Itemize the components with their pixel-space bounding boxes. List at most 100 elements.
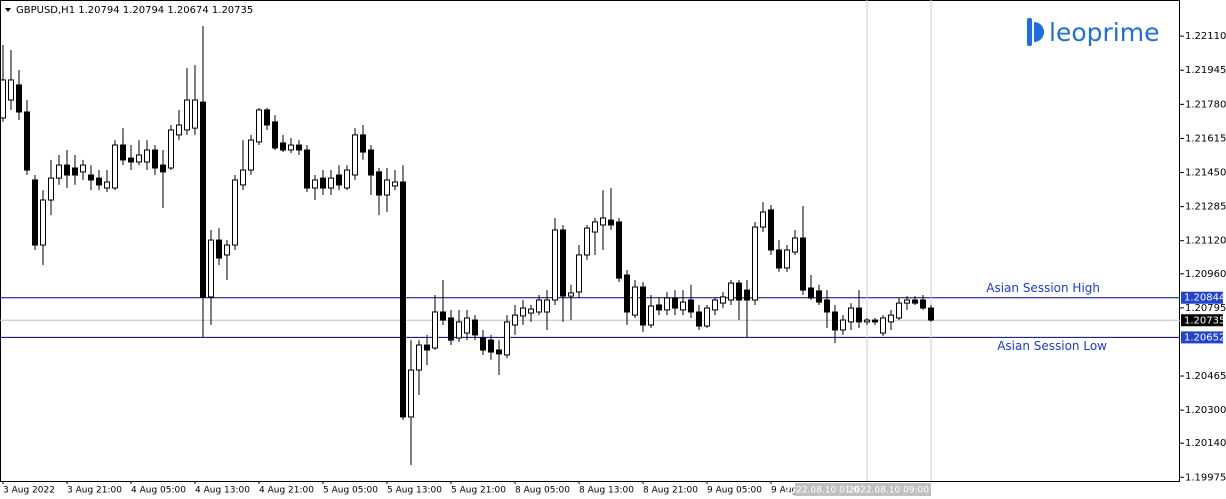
candle-body	[8, 79, 14, 101]
candle-body	[240, 169, 246, 186]
price-tag-label: 1.20652	[1184, 332, 1225, 343]
y-tick-label: 1.21450	[1185, 168, 1226, 179]
candle-body	[352, 134, 358, 176]
candle-body	[784, 249, 790, 269]
candle-body	[464, 317, 470, 334]
candle-body	[72, 167, 78, 176]
logo: leoprime	[1027, 18, 1159, 47]
candle-body	[88, 174, 94, 181]
candle-body	[152, 149, 158, 169]
candle-body	[488, 339, 494, 353]
candle-body	[368, 149, 374, 176]
candle-body	[856, 307, 862, 323]
header: GBPUSD,H1 1.20794 1.20794 1.20674 1.2073…	[16, 5, 253, 16]
candle-body	[576, 254, 582, 293]
candle-body	[688, 299, 694, 313]
candle-body	[504, 321, 510, 356]
candle-body	[512, 314, 518, 326]
candle-body	[728, 282, 734, 301]
candle-body	[16, 84, 22, 113]
candle-body	[48, 177, 54, 201]
candle-body	[880, 317, 886, 334]
candle-body	[136, 154, 142, 163]
candle-body	[448, 317, 454, 341]
candle-body	[736, 282, 742, 301]
x-tick-label: 4 Aug 13:00	[195, 486, 250, 496]
candle-body	[40, 199, 46, 246]
candle-body	[480, 337, 486, 351]
candle-body	[864, 319, 870, 323]
price-tag-label: 1.20844	[1184, 293, 1225, 304]
candle-body	[752, 226, 758, 301]
close-value: 1.20735	[212, 5, 253, 16]
y-tick-label: 1.22110	[1185, 31, 1226, 42]
candle-body	[80, 164, 86, 173]
candle-body	[680, 301, 686, 311]
candle-body	[544, 299, 550, 313]
y-tick-label: 1.20795	[1185, 303, 1226, 314]
candle-body	[928, 307, 934, 321]
candle-body	[624, 274, 630, 313]
x-tick-label: 2022.08.10 09:00	[849, 486, 930, 496]
candle-body	[664, 297, 670, 311]
candle-body	[656, 304, 662, 311]
session-label: Asian Session Low	[997, 339, 1107, 353]
candle-body	[648, 305, 654, 326]
candle-body	[280, 142, 286, 151]
logo-bar	[1027, 18, 1032, 46]
x-tick-label: 5 Aug 05:00	[323, 486, 378, 496]
candle-body	[592, 221, 598, 233]
price-tag	[1181, 314, 1223, 327]
candle-body	[160, 164, 166, 173]
candle-body	[96, 177, 102, 186]
candle-body	[168, 129, 174, 169]
candle-body	[200, 101, 206, 298]
y-tick-label: 1.21615	[1185, 133, 1226, 144]
candle-body	[32, 179, 38, 246]
candle-body	[64, 164, 70, 176]
candle-body	[808, 287, 814, 299]
candle-body	[472, 319, 478, 336]
candle-body	[112, 144, 118, 189]
candle-body	[432, 311, 438, 349]
candle-body	[824, 299, 830, 313]
candle-body	[288, 144, 294, 151]
price-tag	[1181, 291, 1223, 304]
candle-body	[232, 179, 238, 246]
candle-body	[840, 319, 846, 331]
candle-body	[176, 124, 182, 136]
candle-body	[600, 217, 606, 226]
candle-body	[400, 181, 406, 418]
candle-body	[616, 221, 622, 279]
candle-body	[216, 239, 222, 259]
candle-body	[744, 289, 750, 301]
candle-body	[792, 237, 798, 253]
candle-body	[376, 171, 382, 196]
candle-body	[128, 157, 134, 163]
cursor-label-box	[795, 483, 867, 496]
candle-body	[696, 311, 702, 327]
low-value: 1.20674	[167, 5, 208, 16]
candle-body	[760, 211, 766, 228]
candle-body	[536, 299, 542, 313]
candle-body	[672, 297, 678, 309]
x-tick-label: 8 Aug 05:00	[515, 486, 570, 496]
candle-body	[872, 319, 878, 323]
candle-body	[56, 164, 62, 179]
candle-body	[312, 179, 318, 189]
candle-body	[800, 237, 806, 291]
candle-body	[440, 311, 446, 321]
y-tick-label: 1.20300	[1185, 405, 1226, 416]
candle-body	[768, 209, 774, 251]
candle-body	[248, 139, 254, 171]
logo-arc	[1034, 22, 1044, 42]
candle-body	[896, 302, 902, 319]
candle-body	[552, 229, 558, 301]
candle-body	[192, 99, 198, 129]
candle-body	[296, 144, 302, 151]
x-tick-label: 4 Aug 05:00	[131, 486, 186, 496]
candle-body	[264, 109, 270, 126]
session-label: Asian Session High	[986, 281, 1100, 295]
candle-body	[904, 299, 910, 304]
candle-body	[0, 79, 6, 119]
